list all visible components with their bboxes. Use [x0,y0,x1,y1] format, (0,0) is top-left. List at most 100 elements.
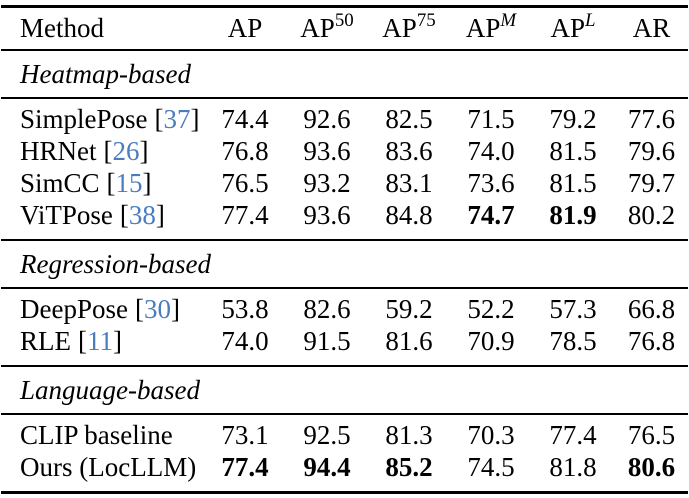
value-cell: 81.5 [549,167,597,198]
value-cell: 74.4 [221,103,269,134]
value-cell: 93.2 [303,167,351,198]
citation: [30] [135,294,180,324]
value-cell: 93.6 [303,199,351,230]
value-cell: 57.3 [549,293,597,324]
method-name: DeepPose [20,293,128,324]
method-cell: SimplePose [37] [0,104,204,135]
value-cell: 76.8 [627,325,676,356]
method-name: SimplePose [20,103,148,134]
value-cell: 81.6 [385,325,433,356]
value-cell: 80.2 [627,199,676,230]
value-cell: 81.3 [385,419,433,450]
method-name: ViTPose [20,199,113,230]
table-row-deeppose: DeepPose [30] 53.8 82.6 59.2 52.2 57.3 66… [0,293,689,325]
bracket-open: [ [78,325,87,356]
value-cell: 73.6 [467,167,515,198]
value-cell: 77.4 [549,419,597,450]
value-cell: 53.8 [221,293,269,324]
bracket-open: [ [119,199,129,230]
section-header-language: Language-based [20,374,200,405]
value-cell: 83.6 [385,135,433,166]
citation: [15] [107,168,152,198]
value-cell: 93.6 [303,135,351,166]
citation: [38] [120,200,165,230]
value-cell: 94.4 [303,451,351,482]
value-cell: 59.2 [385,293,433,324]
table-row-simplepose: SimplePose [37] 74.4 92.6 82.5 71.5 79.2 … [0,103,689,135]
value-cell: 74.0 [221,325,269,356]
col-header-ap50: AP50 [300,10,354,43]
method-cell: SimCC [15] [0,168,204,199]
value-cell: 81.5 [549,135,597,166]
citation-link[interactable]: 30 [143,293,171,324]
value-cell: 73.1 [221,419,269,450]
bracket-open: [ [103,135,113,166]
citation-link[interactable]: 37 [163,103,191,134]
citation-link[interactable]: 26 [112,135,140,166]
table-rule-regression-top [1,287,688,289]
col-header-ap: AP [227,13,263,43]
col-header-apm: APM [465,10,517,43]
col-header-ar: AR [632,13,671,43]
bracket-close: ] [170,293,180,324]
bracket-close: ] [190,103,200,134]
method-name: HRNet [20,135,97,166]
table-rule-top [1,5,688,8]
value-cell: 81.9 [549,199,597,230]
col-header-apl: APL [550,10,596,43]
table-rule-regression-bottom [1,365,688,367]
method-cell: DeepPose [30] [0,294,204,325]
method-cell: Ours (LocLLM) [0,452,204,483]
method-name: CLIP baseline [20,419,173,450]
value-cell: 81.8 [549,451,597,482]
section-regression-rows: DeepPose [30] 53.8 82.6 59.2 52.2 57.3 66… [0,289,689,365]
method-name: SimCC [20,167,100,198]
value-cell: 79.7 [627,167,676,198]
section-language-rows: CLIP baseline 73.1 92.5 81.3 70.3 77.4 7… [0,415,689,491]
method-cell: RLE [11] [0,326,204,357]
value-cell: 83.1 [385,167,433,198]
bracket-open: [ [106,167,116,198]
value-cell: 76.5 [221,167,269,198]
table-rule-bottom [1,491,688,494]
bracket-open: [ [154,103,164,134]
table-header-row: Method AP AP50 AP75 APM APL AR [0,8,689,49]
value-cell: 80.6 [627,451,676,482]
bracket-close: ] [155,199,165,230]
citation: [37] [155,104,200,134]
table-row-simcc: SimCC [15] 76.5 93.2 83.1 73.6 81.5 79.7 [0,167,689,199]
table-row-ours-locllm: Ours (LocLLM) 77.4 94.4 85.2 74.5 81.8 8… [0,451,689,483]
citation-link[interactable]: 11 [87,325,113,356]
method-name: Ours (LocLLM) [20,451,197,482]
value-cell: 70.9 [467,325,515,356]
value-cell: 70.3 [467,419,515,450]
citation-link[interactable]: 38 [128,199,156,230]
value-cell: 74.7 [467,199,515,230]
value-cell: 92.6 [303,103,351,134]
table-rule-heatmap-top [1,97,688,99]
value-cell: 79.6 [627,135,676,166]
value-cell: 77.6 [627,103,676,134]
method-cell: HRNet [26] [0,136,204,167]
value-cell: 92.5 [303,419,351,450]
value-cell: 84.8 [385,199,433,230]
value-cell: 82.6 [303,293,351,324]
value-cell: 66.8 [627,293,676,324]
bracket-close: ] [113,325,122,356]
table-row-hrnet: HRNet [26] 76.8 93.6 83.6 74.0 81.5 79.6 [0,135,689,167]
citation: [11] [78,326,122,356]
section-heatmap-rows: SimplePose [37] 74.4 92.6 82.5 71.5 79.2 … [0,99,689,239]
method-name: RLE [20,325,71,356]
citation-link[interactable]: 15 [115,167,143,198]
bracket-close: ] [139,135,149,166]
value-cell: 91.5 [303,325,351,356]
value-cell: 82.5 [385,103,433,134]
value-cell: 77.4 [221,451,269,482]
section-header-regression: Regression-based [20,248,211,279]
table-row-rle: RLE [11] 74.0 91.5 81.6 70.9 78.5 76.8 [0,325,689,357]
bracket-close: ] [142,167,152,198]
value-cell: 76.5 [627,419,676,450]
table-row-vitpose: ViTPose [38] 77.4 93.6 84.8 74.7 81.9 80.… [0,199,689,231]
table-rule-below-header [1,49,688,51]
